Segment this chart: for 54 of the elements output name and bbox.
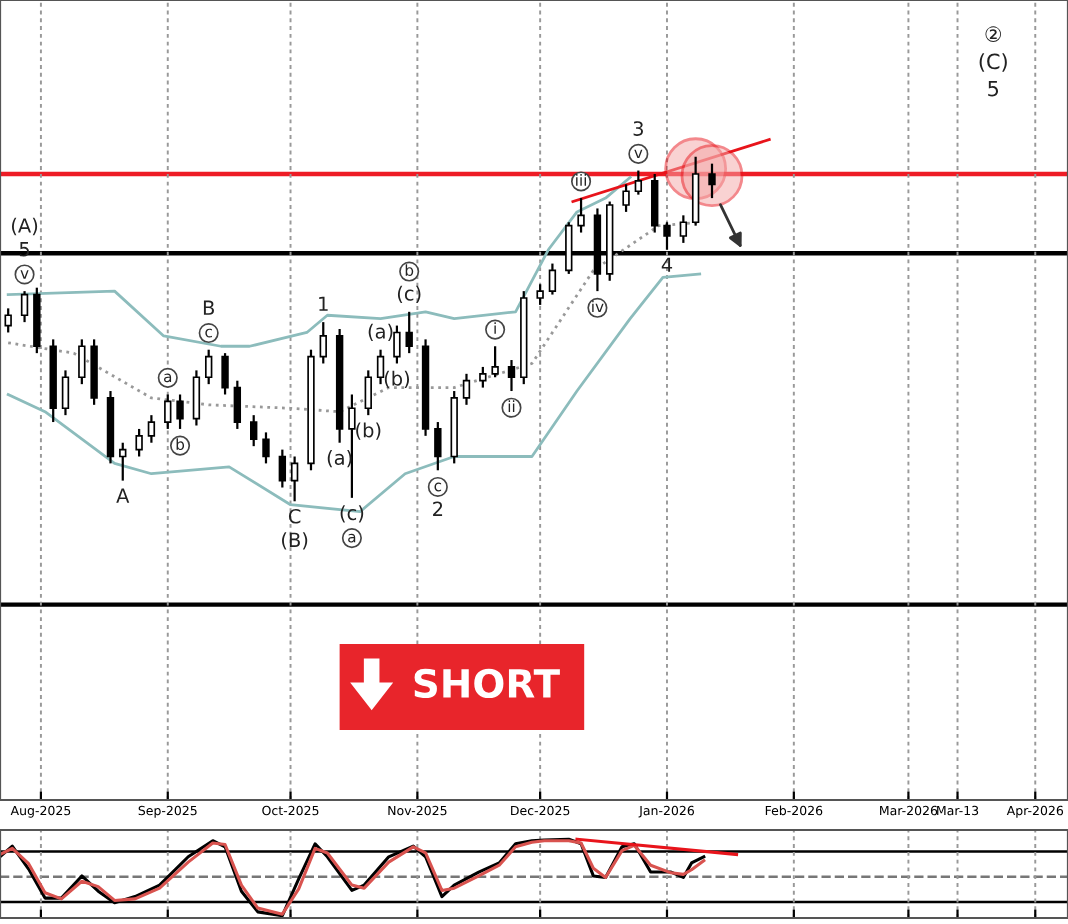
candlestick bbox=[164, 393, 172, 431]
candlestick bbox=[708, 162, 716, 200]
candlestick bbox=[4, 307, 12, 334]
candlestick bbox=[147, 414, 156, 444]
candlestick bbox=[393, 324, 401, 365]
candlestick bbox=[479, 365, 487, 389]
annotation: 4 bbox=[661, 257, 673, 272]
annotation: B bbox=[203, 300, 214, 315]
candlestick bbox=[348, 393, 356, 499]
candlestick bbox=[20, 290, 29, 324]
candlestick bbox=[577, 197, 585, 234]
annotation: (b) bbox=[384, 370, 410, 389]
text: ② bbox=[985, 26, 1002, 42]
text: 5 bbox=[988, 80, 999, 97]
candlestick bbox=[233, 379, 242, 431]
candlestick bbox=[634, 169, 643, 196]
candlestick bbox=[61, 369, 70, 417]
annotation: (a) bbox=[368, 323, 393, 341]
candlestick bbox=[192, 369, 201, 427]
candlestick bbox=[319, 321, 327, 365]
annotation: C bbox=[288, 508, 301, 524]
annotation: (b) bbox=[356, 422, 381, 440]
candlestick bbox=[278, 448, 287, 489]
candlestick bbox=[221, 352, 229, 396]
candlestick bbox=[376, 348, 385, 386]
candlestick bbox=[262, 431, 270, 465]
annotation: 3 bbox=[633, 121, 643, 136]
candlestick bbox=[405, 310, 413, 355]
candlestick bbox=[78, 338, 86, 386]
candlestick bbox=[622, 183, 630, 213]
candlestick bbox=[204, 348, 213, 386]
annotation: 1 bbox=[319, 296, 328, 311]
candlestick bbox=[491, 345, 499, 379]
candlestick bbox=[290, 455, 299, 503]
candlestick bbox=[364, 369, 372, 417]
candlestick bbox=[679, 214, 688, 244]
candlestick bbox=[176, 393, 184, 431]
candlestick bbox=[548, 262, 557, 296]
candlestick bbox=[651, 172, 659, 234]
annotation: (A) bbox=[11, 217, 38, 236]
annotation: (B) bbox=[282, 532, 308, 550]
text: SHORT bbox=[414, 668, 560, 699]
annotation: 2 bbox=[433, 501, 443, 516]
candlestick bbox=[462, 372, 471, 406]
candlestick bbox=[119, 441, 127, 482]
candlestick bbox=[434, 420, 442, 472]
annotation: (c) bbox=[397, 285, 421, 304]
candlestick bbox=[536, 283, 544, 307]
candlestick bbox=[507, 358, 516, 393]
candlestick bbox=[135, 427, 143, 458]
text: (C) bbox=[979, 53, 1007, 72]
annotation: (c) bbox=[340, 505, 364, 523]
candlestick bbox=[250, 414, 258, 448]
annotation: A bbox=[116, 488, 130, 503]
